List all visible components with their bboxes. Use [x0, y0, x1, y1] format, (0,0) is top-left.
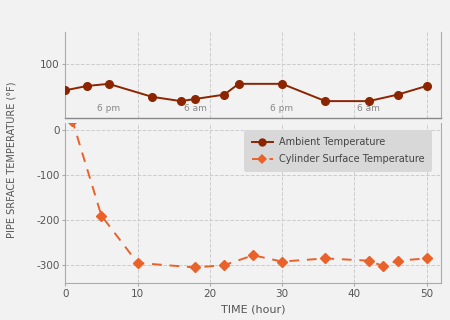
Text: 6 am: 6 am — [357, 104, 380, 113]
Text: 6 pm: 6 pm — [97, 104, 120, 113]
Legend: Ambient Temperature, Cylinder Surface Temperature: Ambient Temperature, Cylinder Surface Te… — [244, 130, 432, 172]
Text: 6 pm: 6 pm — [270, 104, 293, 113]
X-axis label: TIME (hour): TIME (hour) — [221, 304, 285, 314]
Text: PIPE SRFACE TEMPERATURE (°F): PIPE SRFACE TEMPERATURE (°F) — [6, 82, 16, 238]
Text: 6 am: 6 am — [184, 104, 207, 113]
